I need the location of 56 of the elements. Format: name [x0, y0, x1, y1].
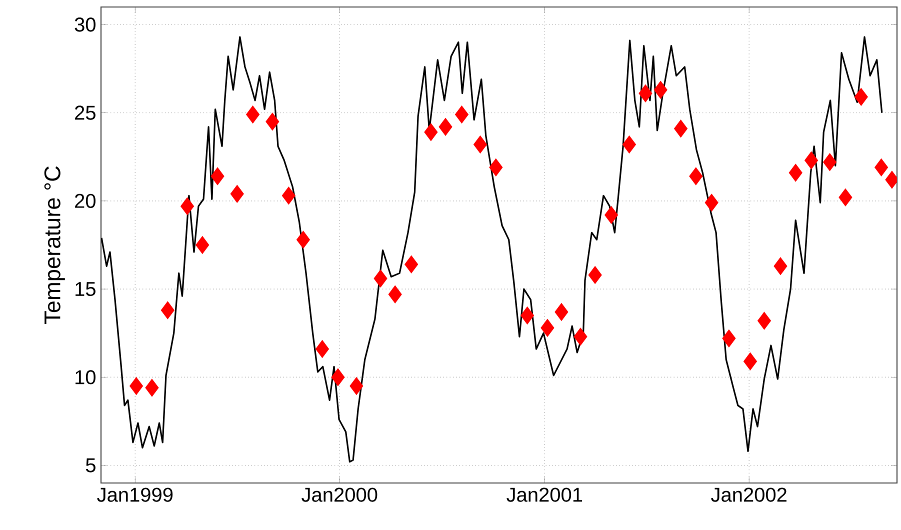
point	[160, 301, 174, 320]
point	[743, 352, 758, 370]
y-tick-label: 15	[76, 282, 96, 296]
point	[804, 151, 818, 170]
point	[704, 194, 718, 212]
point	[874, 158, 888, 176]
point	[574, 328, 588, 346]
point	[145, 378, 159, 397]
y-tick-label: 30	[74, 18, 96, 32]
point	[520, 306, 534, 324]
point	[196, 236, 210, 254]
y-tick-label: 5	[86, 458, 96, 472]
point	[438, 118, 452, 136]
x-tick-label: Jan1999	[97, 488, 173, 502]
point	[296, 230, 310, 249]
point	[266, 112, 280, 131]
point	[424, 123, 438, 142]
point	[282, 186, 296, 205]
point	[588, 266, 602, 284]
point	[331, 368, 345, 386]
point	[622, 136, 636, 154]
point	[774, 257, 788, 276]
point	[788, 164, 802, 182]
point	[554, 303, 568, 321]
point	[404, 255, 418, 274]
point	[654, 80, 668, 99]
point	[674, 120, 688, 138]
point	[757, 312, 772, 330]
point	[638, 84, 652, 102]
point	[246, 106, 260, 124]
point	[230, 184, 244, 203]
point	[454, 106, 469, 124]
point	[689, 167, 703, 186]
y-axis-title: Temperature °C	[44, 166, 65, 324]
point	[540, 318, 554, 337]
point	[374, 270, 388, 288]
point	[489, 158, 503, 176]
y-tick-label: 10	[76, 370, 96, 384]
point	[823, 153, 837, 172]
point	[854, 88, 868, 106]
x-tick-label: Jan2002	[711, 488, 786, 502]
point	[350, 377, 364, 395]
point	[838, 188, 852, 206]
point	[315, 340, 330, 358]
line-series	[101, 36, 883, 463]
point	[388, 285, 402, 304]
y-tick-label: 20	[75, 194, 96, 208]
point	[473, 136, 488, 154]
point	[210, 167, 224, 186]
point	[180, 197, 194, 216]
y-tick-label: 25	[75, 106, 96, 120]
x-tick-label: Jan2001	[506, 488, 582, 502]
point	[722, 329, 736, 348]
x-tick-label: Jan2000	[302, 488, 378, 502]
point	[604, 206, 618, 224]
point	[130, 377, 144, 395]
